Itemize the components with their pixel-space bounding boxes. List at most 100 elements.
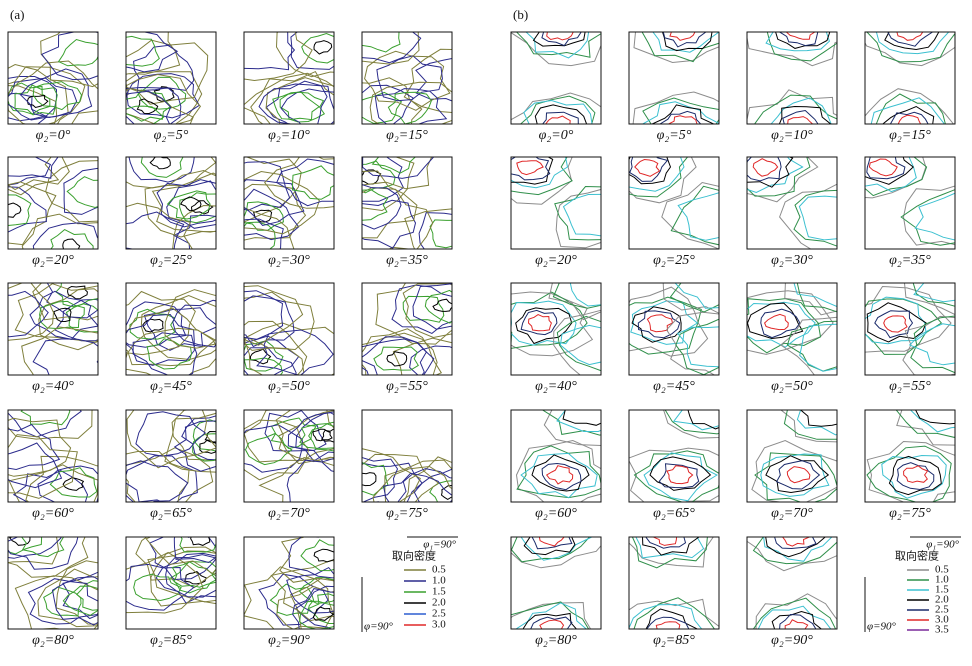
contour-line <box>676 326 719 368</box>
contour-line <box>8 76 58 122</box>
contour-line <box>362 199 417 249</box>
contour-line <box>8 537 79 570</box>
contours <box>511 157 601 249</box>
contour-line <box>76 580 98 611</box>
section-label: φ₂=0° <box>36 128 71 143</box>
contour-line <box>55 560 98 625</box>
contours <box>747 32 837 124</box>
contour-line <box>126 410 216 469</box>
contour-line <box>149 157 171 170</box>
contour-line <box>279 537 334 583</box>
contour-line <box>362 170 418 239</box>
contours <box>866 410 955 502</box>
contour-line <box>754 452 837 502</box>
contour-line <box>900 189 955 246</box>
section-label: φ₂=15° <box>889 128 931 143</box>
section-label: φ₂=10° <box>268 128 310 143</box>
contour-line <box>37 568 98 628</box>
contours <box>515 410 601 502</box>
contour-line <box>652 32 719 53</box>
section-frame <box>864 282 956 376</box>
contour-line <box>38 285 98 351</box>
contour-line <box>646 616 690 629</box>
contour-line <box>747 540 837 572</box>
section-frame <box>361 409 453 503</box>
section-label: φ₂=5° <box>154 128 189 143</box>
contour-line <box>530 616 573 629</box>
contour-line <box>312 428 333 442</box>
section-frame <box>7 409 99 503</box>
contour-line <box>307 593 334 625</box>
section-frame <box>7 282 99 376</box>
contour-line <box>362 32 401 53</box>
contour-line <box>143 307 216 351</box>
contour-line <box>244 218 284 249</box>
contour-line <box>866 302 927 343</box>
contour-line <box>511 601 592 629</box>
legend-label: 2.5 <box>935 604 949 616</box>
section-frame <box>7 536 99 630</box>
contour-line <box>126 90 172 124</box>
contour-line <box>409 345 452 375</box>
contour-line <box>652 537 678 546</box>
contour-line <box>515 32 601 58</box>
section-frame <box>628 156 720 250</box>
contour-line <box>669 32 696 41</box>
contour-line <box>362 32 422 64</box>
contour-line <box>8 537 60 565</box>
contour-line <box>782 109 819 124</box>
contour-line <box>642 97 719 124</box>
legend-axis-label: φ₁=90° <box>926 539 959 551</box>
contour-line <box>8 92 48 124</box>
contour-line <box>778 32 819 47</box>
contour-line <box>362 169 382 185</box>
contour-line <box>126 89 172 122</box>
contour-line <box>41 32 98 81</box>
contour-line <box>8 85 58 124</box>
contours <box>362 32 452 124</box>
contour-line <box>868 158 898 177</box>
contour-line <box>747 157 804 194</box>
contour-line <box>320 428 334 443</box>
section-label: φ₂=75° <box>889 506 931 521</box>
section-frame <box>510 409 602 503</box>
contour-line <box>279 91 326 123</box>
contour-line <box>264 410 327 452</box>
contour-line <box>516 445 601 499</box>
contour-line <box>8 537 62 559</box>
contour-line <box>633 32 719 64</box>
contour-line <box>523 99 593 124</box>
section-frame <box>7 156 99 250</box>
contour-line <box>765 32 830 52</box>
contour-line <box>369 81 452 124</box>
contour-line <box>525 32 590 59</box>
contour-line <box>12 470 89 502</box>
contour-line <box>883 315 908 333</box>
contour-line <box>172 214 216 249</box>
contour-line <box>865 88 955 124</box>
contour-line <box>752 158 779 177</box>
contour-line <box>132 332 198 375</box>
contour-line <box>264 157 334 209</box>
contour-line <box>542 111 579 124</box>
contour-line <box>403 48 452 114</box>
contour-line <box>402 283 452 339</box>
contour-line <box>280 88 334 124</box>
contour-line <box>276 158 334 207</box>
contour-line <box>392 337 452 375</box>
section-frame <box>361 282 453 376</box>
contours <box>8 410 98 502</box>
section-frame <box>243 282 335 376</box>
section-frame <box>125 536 217 630</box>
contour-line <box>432 298 452 312</box>
contour-line <box>126 327 216 375</box>
section-frame <box>361 156 453 250</box>
contour-line <box>755 593 837 629</box>
contour-line <box>643 452 719 502</box>
contour-line <box>775 32 831 49</box>
contour-line <box>362 332 438 375</box>
contour-line <box>632 91 719 124</box>
contour-line <box>779 316 837 375</box>
contour-line <box>171 410 216 461</box>
contour-line <box>629 447 719 502</box>
